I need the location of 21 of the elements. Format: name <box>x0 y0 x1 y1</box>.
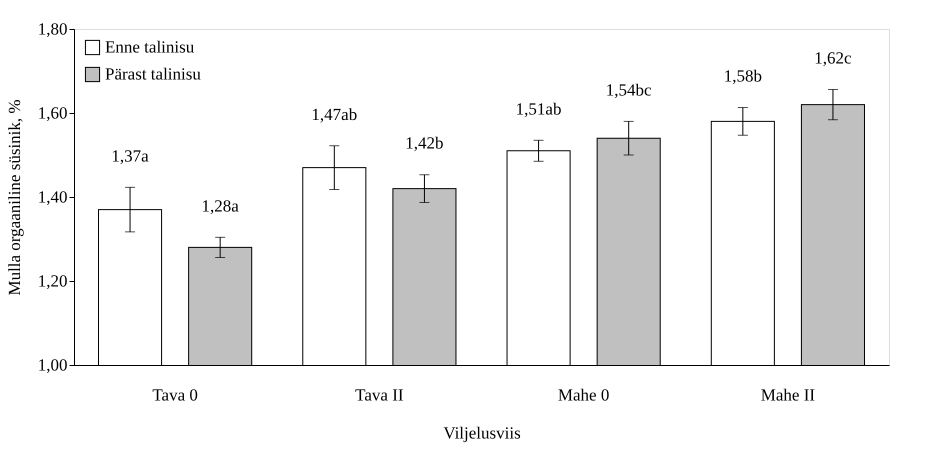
legend-label: Pärast talinisu <box>105 64 202 84</box>
data-label: 1,62c <box>814 48 852 68</box>
y-tick-label: 1,60 <box>38 104 68 122</box>
y-tick-label: 1,40 <box>38 188 68 206</box>
data-label: 1,42b <box>405 134 444 153</box>
y-tick-label: 1,00 <box>38 356 68 374</box>
data-label: 1,51ab <box>516 99 562 118</box>
y-tick-label: 1,20 <box>38 272 68 290</box>
y-axis-title: Mulla orgaaniline süsinik, % <box>4 99 24 296</box>
x-tick-label: Tava 0 <box>152 386 198 404</box>
data-label: 1,47ab <box>311 104 358 124</box>
x-tick-label: Tava II <box>355 386 404 404</box>
x-axis-title: Viljelusviis <box>443 424 521 442</box>
data-label: 1,37a <box>111 146 150 166</box>
data-label: 1,28a <box>202 196 240 216</box>
data-label: 1,54bc <box>606 80 652 100</box>
data-label: 1,58b <box>724 66 762 86</box>
x-tick-label: Mahe 0 <box>558 386 610 404</box>
legend-label: Enne talinisu <box>105 38 195 56</box>
y-tick-label: 1,80 <box>38 20 68 38</box>
x-tick-label: Mahe II <box>760 386 816 404</box>
